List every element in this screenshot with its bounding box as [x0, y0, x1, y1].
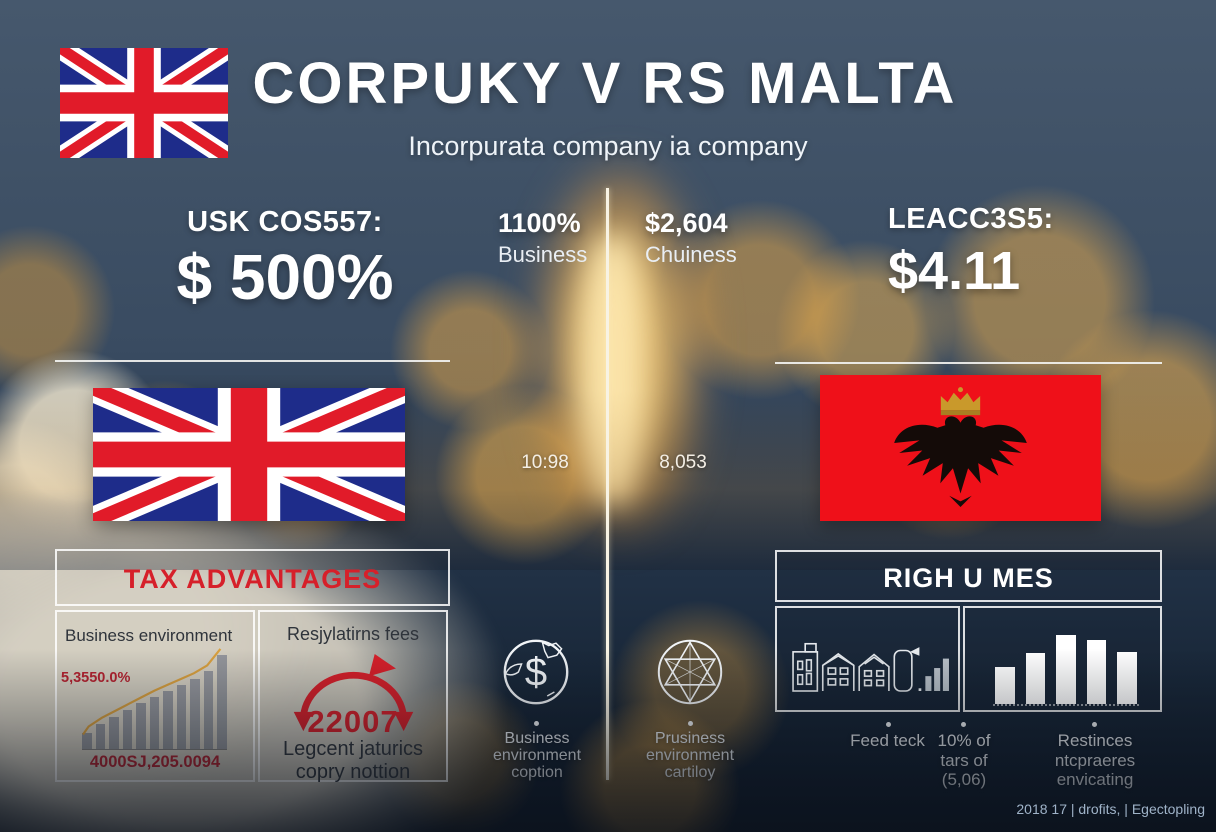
footer-credit: 2018 17 | drofits, | Egectopling — [1016, 801, 1205, 817]
